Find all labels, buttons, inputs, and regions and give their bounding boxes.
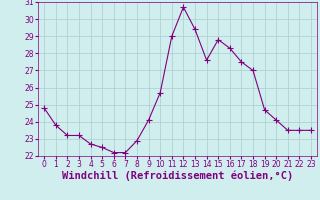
X-axis label: Windchill (Refroidissement éolien,°C): Windchill (Refroidissement éolien,°C) (62, 171, 293, 181)
